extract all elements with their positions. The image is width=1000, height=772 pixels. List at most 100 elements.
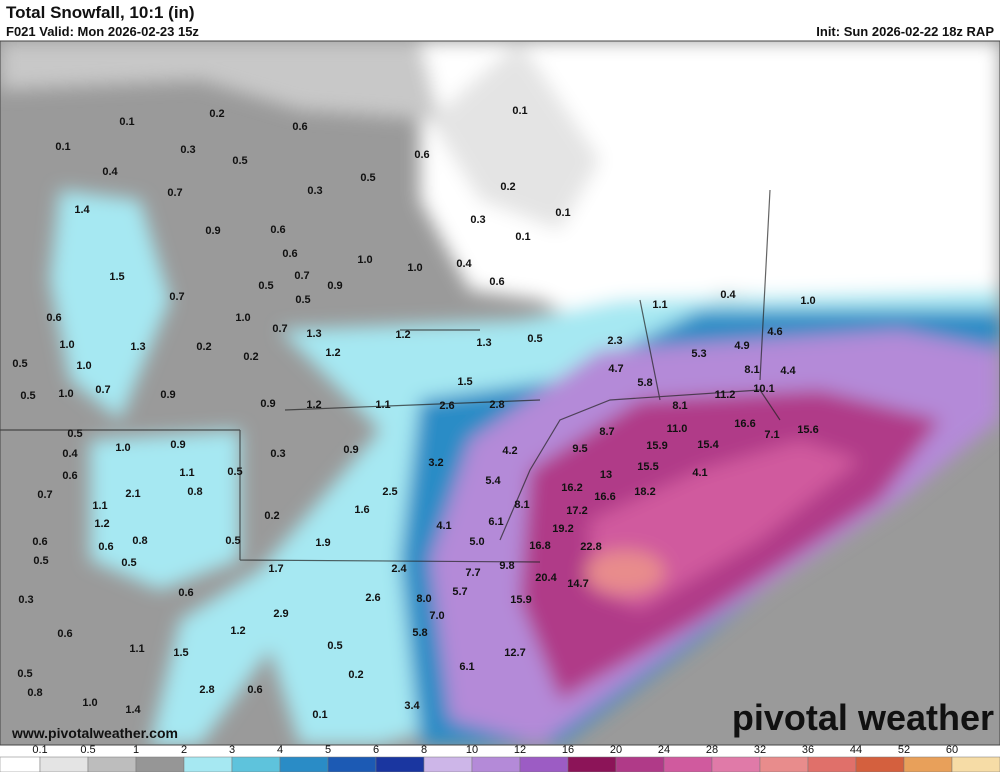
snow-amount: 1.4 <box>125 704 141 716</box>
snow-amount: 0.6 <box>32 536 47 548</box>
snow-amount: 1.9 <box>315 537 330 549</box>
snow-amount: 8.1 <box>744 364 759 376</box>
snow-amount: 0.6 <box>489 276 504 288</box>
snow-amount: 1.0 <box>58 388 73 400</box>
colorbar-swatch <box>39 756 89 772</box>
snow-amount: 9.5 <box>572 443 587 455</box>
colorbar-label: 10 <box>466 744 478 756</box>
snow-amount: 16.8 <box>529 540 550 552</box>
snow-amount: 0.8 <box>132 535 147 547</box>
snow-amount: 0.1 <box>555 207 570 219</box>
snow-amount: 1.2 <box>230 625 245 637</box>
colorbar-swatch <box>327 756 377 772</box>
snow-amount: 0.6 <box>46 312 61 324</box>
snow-amount: 1.2 <box>395 329 410 341</box>
snow-amount: 0.3 <box>470 214 485 226</box>
snow-amount: 4.1 <box>436 520 451 532</box>
snow-amount: 5.8 <box>412 627 427 639</box>
colorbar-label: 44 <box>850 744 862 756</box>
snow-amount: 2.8 <box>199 684 214 696</box>
snow-amount: 0.1 <box>312 709 327 721</box>
snow-amount: 5.3 <box>691 348 706 360</box>
snow-amount: 1.5 <box>457 376 472 388</box>
snow-amount: 0.6 <box>57 628 72 640</box>
snow-amount: 0.2 <box>196 341 211 353</box>
snow-amount: 17.2 <box>566 505 587 517</box>
snow-amount: 1.5 <box>109 271 124 283</box>
snow-amount: 8.7 <box>599 426 614 438</box>
snow-amount: 1.3 <box>306 328 321 340</box>
snow-amount: 0.1 <box>512 105 527 117</box>
snow-amount: 0.7 <box>272 323 287 335</box>
colorbar-label: 20 <box>610 744 622 756</box>
init-time: Init: Sun 2026-02-22 18z RAP <box>816 24 994 39</box>
snow-amount: 1.1 <box>129 643 144 655</box>
colorbar-swatch <box>0 756 41 772</box>
colorbar-label: 52 <box>898 744 910 756</box>
snow-amount: 16.6 <box>734 418 755 430</box>
snow-amount: 0.7 <box>37 489 52 501</box>
snow-amount: 0.6 <box>62 470 77 482</box>
snow-amount: 8.1 <box>514 499 529 511</box>
snow-amount: 12.7 <box>504 647 525 659</box>
snow-amount: 0.6 <box>292 121 307 133</box>
snow-amount: 1.0 <box>800 295 815 307</box>
snow-amount: 15.5 <box>637 461 658 473</box>
colorbar-label: 1 <box>133 744 139 756</box>
colorbar-swatch <box>855 756 905 772</box>
snow-amount: 0.5 <box>12 358 27 370</box>
colorbar-label: 6 <box>373 744 379 756</box>
snow-amount: 4.9 <box>734 340 749 352</box>
colorbar-label: 60 <box>946 744 958 756</box>
snow-amount: 0.6 <box>414 149 429 161</box>
snow-amount: 0.6 <box>98 541 113 553</box>
colorbar-label: 36 <box>802 744 814 756</box>
snow-amount: 2.9 <box>273 608 288 620</box>
snow-amount: 7.0 <box>429 610 444 622</box>
snow-amount: 1.1 <box>375 399 390 411</box>
snow-amount: 0.2 <box>500 181 515 193</box>
snow-amount: 1.0 <box>76 360 91 372</box>
colorbar-swatch <box>567 756 617 772</box>
colorbar-swatch <box>423 756 473 772</box>
snow-amount: 1.0 <box>59 339 74 351</box>
snow-amount: 16.6 <box>594 491 615 503</box>
snow-amount: 1.0 <box>357 254 372 266</box>
snow-amount: 0.6 <box>178 587 193 599</box>
snow-amount: 0.9 <box>160 389 175 401</box>
snow-amount: 0.4 <box>456 258 472 270</box>
snow-amount: 11.2 <box>715 389 736 401</box>
snow-amount: 0.5 <box>227 466 242 478</box>
snow-amount: 0.4 <box>62 448 78 460</box>
snow-amount: 0.5 <box>67 428 82 440</box>
snow-amount: 15.9 <box>646 440 667 452</box>
colorbar-label: 2 <box>181 744 187 756</box>
snow-amount: 11.0 <box>667 423 688 435</box>
snow-amount: 0.2 <box>209 108 224 120</box>
snow-amount: 0.4 <box>720 289 736 301</box>
snow-amount: 0.1 <box>515 231 530 243</box>
snow-amount: 0.5 <box>17 668 32 680</box>
colorbar-label: 0.1 <box>32 744 47 756</box>
snow-amount: 0.3 <box>307 185 322 197</box>
snow-amount: 1.6 <box>354 504 369 516</box>
snow-amount: 16.2 <box>561 482 582 494</box>
snow-amount: 1.0 <box>407 262 422 274</box>
snow-amount: 0.3 <box>180 144 195 156</box>
colorbar-swatch <box>471 756 521 772</box>
snow-amount: 0.6 <box>282 248 297 260</box>
snow-amount: 2.4 <box>391 563 407 575</box>
colorbar-swatch <box>903 756 953 772</box>
colorbar-swatch <box>615 756 665 772</box>
snow-amount: 0.5 <box>225 535 240 547</box>
snow-amount: 1.7 <box>268 563 283 575</box>
snow-amount: 0.5 <box>527 333 542 345</box>
snow-amount: 4.6 <box>767 326 782 338</box>
snow-amount: 0.3 <box>270 448 285 460</box>
snow-amount: 0.7 <box>95 384 110 396</box>
map-title: Total Snowfall, 10:1 (in) <box>6 3 195 22</box>
snow-amount: 2.8 <box>489 399 504 411</box>
snow-amount: 3.2 <box>428 457 443 469</box>
snow-amount: 2.6 <box>365 592 380 604</box>
colorbar-label: 28 <box>706 744 718 756</box>
